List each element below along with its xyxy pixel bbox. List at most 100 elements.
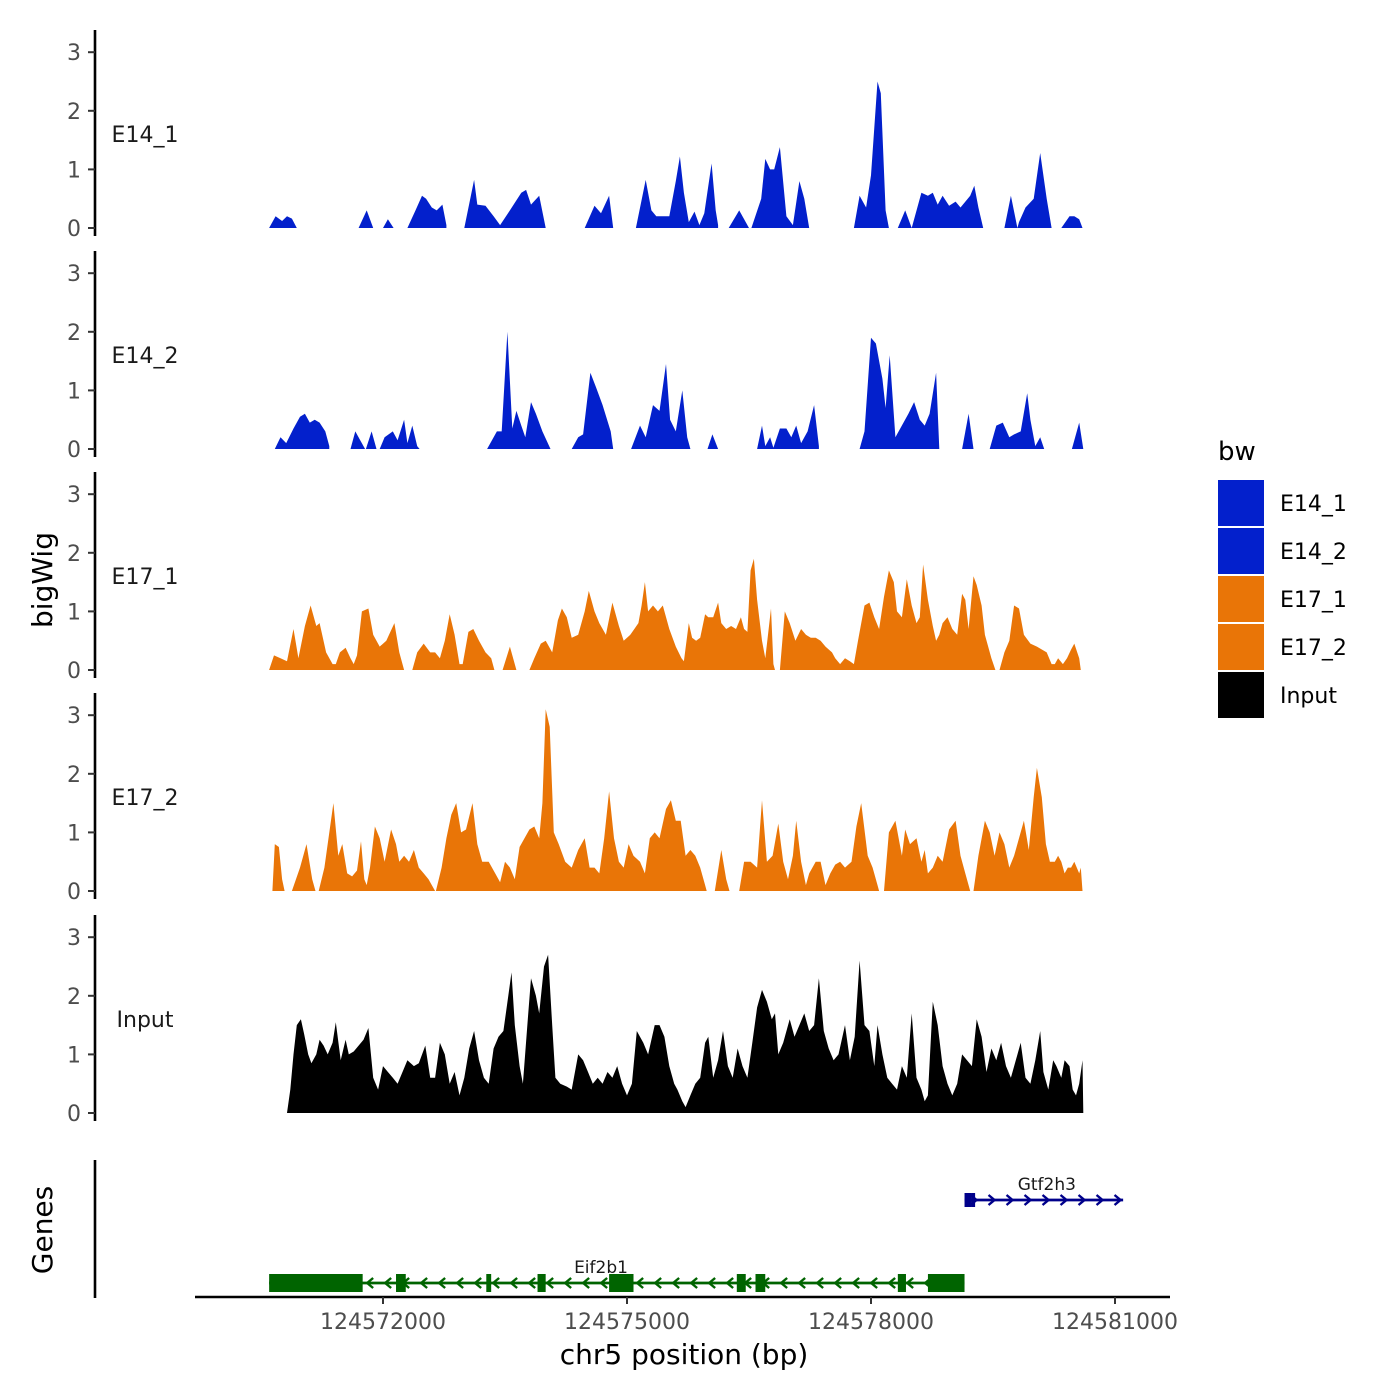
y-tick-label: 3 — [67, 41, 81, 66]
signal-area — [502, 646, 517, 670]
signal-area — [707, 434, 719, 449]
signal-area — [884, 820, 971, 891]
track-e17-1: 0 1 2 3 E17_1 — [67, 472, 1081, 684]
signal-area — [989, 393, 1045, 449]
strand-chevron — [833, 1277, 842, 1289]
strand-chevron — [1095, 1194, 1105, 1206]
strand-chevron — [1059, 1194, 1069, 1206]
gene-exon — [964, 1193, 972, 1207]
strand-chevron — [581, 1277, 590, 1289]
gene-label: Eif2b1 — [574, 1258, 628, 1278]
strand-chevron — [491, 1277, 500, 1289]
strand-chevron — [527, 1277, 536, 1289]
signal-area — [853, 81, 889, 228]
strand-chevron — [509, 1277, 518, 1289]
gene-eif2b1: Eif2b1 — [269, 1258, 965, 1292]
strand-chevron — [797, 1277, 806, 1289]
signal-area — [291, 844, 316, 891]
legend-label: E14_2 — [1280, 540, 1347, 565]
gene-exon — [755, 1274, 766, 1292]
y-tick-label: 3 — [67, 704, 81, 729]
strand-chevron — [419, 1277, 428, 1289]
track-e14-2: 0 1 2 3 E14_2 — [67, 251, 1084, 463]
x-axis-title: chr5 position (bp) — [560, 1338, 809, 1371]
signal-area — [1004, 153, 1052, 228]
y-tick-label: 2 — [67, 542, 81, 567]
y-tick-label: 1 — [67, 821, 81, 846]
strand-chevron — [987, 1194, 997, 1206]
strand-chevron — [473, 1277, 482, 1289]
signal-area — [412, 614, 495, 670]
signal-area — [379, 419, 420, 449]
signal-area — [728, 210, 749, 228]
strand-chevron — [365, 1277, 374, 1289]
gene-label: Gtf2h3 — [1018, 1175, 1076, 1195]
y-tick-label: 1 — [67, 1043, 81, 1068]
y-tick-label: 1 — [67, 600, 81, 625]
signal-area — [350, 431, 366, 449]
track-label: E14_2 — [112, 344, 179, 369]
signal-area — [287, 954, 1084, 1113]
y-tick-label: 0 — [67, 880, 81, 905]
signal-area — [631, 364, 691, 449]
strand-chevron — [905, 1277, 914, 1289]
y-tick-label: 3 — [67, 483, 81, 508]
signal-area — [897, 185, 984, 228]
gene-exon — [486, 1274, 492, 1292]
strand-chevron — [437, 1277, 446, 1289]
signal-tracks: 0 1 2 3 E14_1 0 1 2 3 E14_2 0 1 2 3 E17_1 0 1 2 3 E17_2 0 1 2 3… — [67, 30, 1084, 1127]
legend-swatch — [1218, 576, 1264, 622]
gene-exon — [537, 1274, 546, 1292]
strand-chevron — [779, 1277, 788, 1289]
legend-swatch — [1218, 672, 1264, 718]
x-axis: 124572000 124575000 124578000 124581000 — [195, 1295, 1178, 1335]
strand-chevron — [851, 1277, 860, 1289]
signal-area — [269, 216, 297, 228]
legend-title: bw — [1218, 437, 1256, 467]
strand-chevron — [887, 1277, 896, 1289]
strand-chevron — [599, 1277, 608, 1289]
signal-area — [464, 179, 546, 228]
legend-label: Input — [1280, 684, 1337, 709]
strand-chevron — [689, 1277, 698, 1289]
strand-chevron — [635, 1277, 644, 1289]
signal-area — [407, 195, 447, 228]
gene-exon — [609, 1274, 634, 1292]
y-tick-label: 3 — [67, 262, 81, 287]
y-axis-title: bigWig — [26, 532, 59, 628]
signal-area — [635, 156, 719, 228]
legend-label: E17_2 — [1280, 636, 1347, 661]
signal-area — [529, 558, 775, 670]
genes-track: Gtf2h3 Eif2b1 — [93, 1160, 1124, 1298]
strand-chevron — [869, 1277, 878, 1289]
gene-exon — [897, 1274, 906, 1292]
signal-area — [383, 219, 405, 228]
signal-area — [318, 803, 436, 891]
track-label: E14_1 — [112, 123, 179, 148]
y-tick-label: 1 — [67, 379, 81, 404]
signal-area — [859, 337, 940, 449]
strand-chevron — [815, 1277, 824, 1289]
legend-label: E14_1 — [1280, 492, 1347, 517]
y-tick-label: 0 — [67, 217, 81, 242]
y-tick-label: 3 — [67, 926, 81, 951]
strand-chevron — [1023, 1194, 1033, 1206]
track-e14-1: 0 1 2 3 E14_1 — [67, 30, 1083, 242]
strand-chevron — [707, 1277, 716, 1289]
signal-area — [358, 210, 374, 228]
y-tick-label: 2 — [67, 763, 81, 788]
x-tick-label: 124572000 — [320, 1310, 446, 1335]
strand-chevron — [1077, 1194, 1087, 1206]
y-tick-label: 2 — [67, 321, 81, 346]
signal-area — [571, 372, 614, 449]
legend-swatch — [1218, 528, 1264, 574]
track-label: E17_2 — [112, 786, 179, 811]
track-e17-2: 0 1 2 3 E17_2 — [67, 693, 1083, 905]
gene-exon — [927, 1274, 965, 1292]
legend-swatch — [1218, 624, 1264, 670]
signal-area — [779, 564, 996, 670]
track-label: E17_1 — [112, 565, 179, 590]
gene-exon — [736, 1274, 746, 1292]
signal-area — [487, 331, 551, 449]
